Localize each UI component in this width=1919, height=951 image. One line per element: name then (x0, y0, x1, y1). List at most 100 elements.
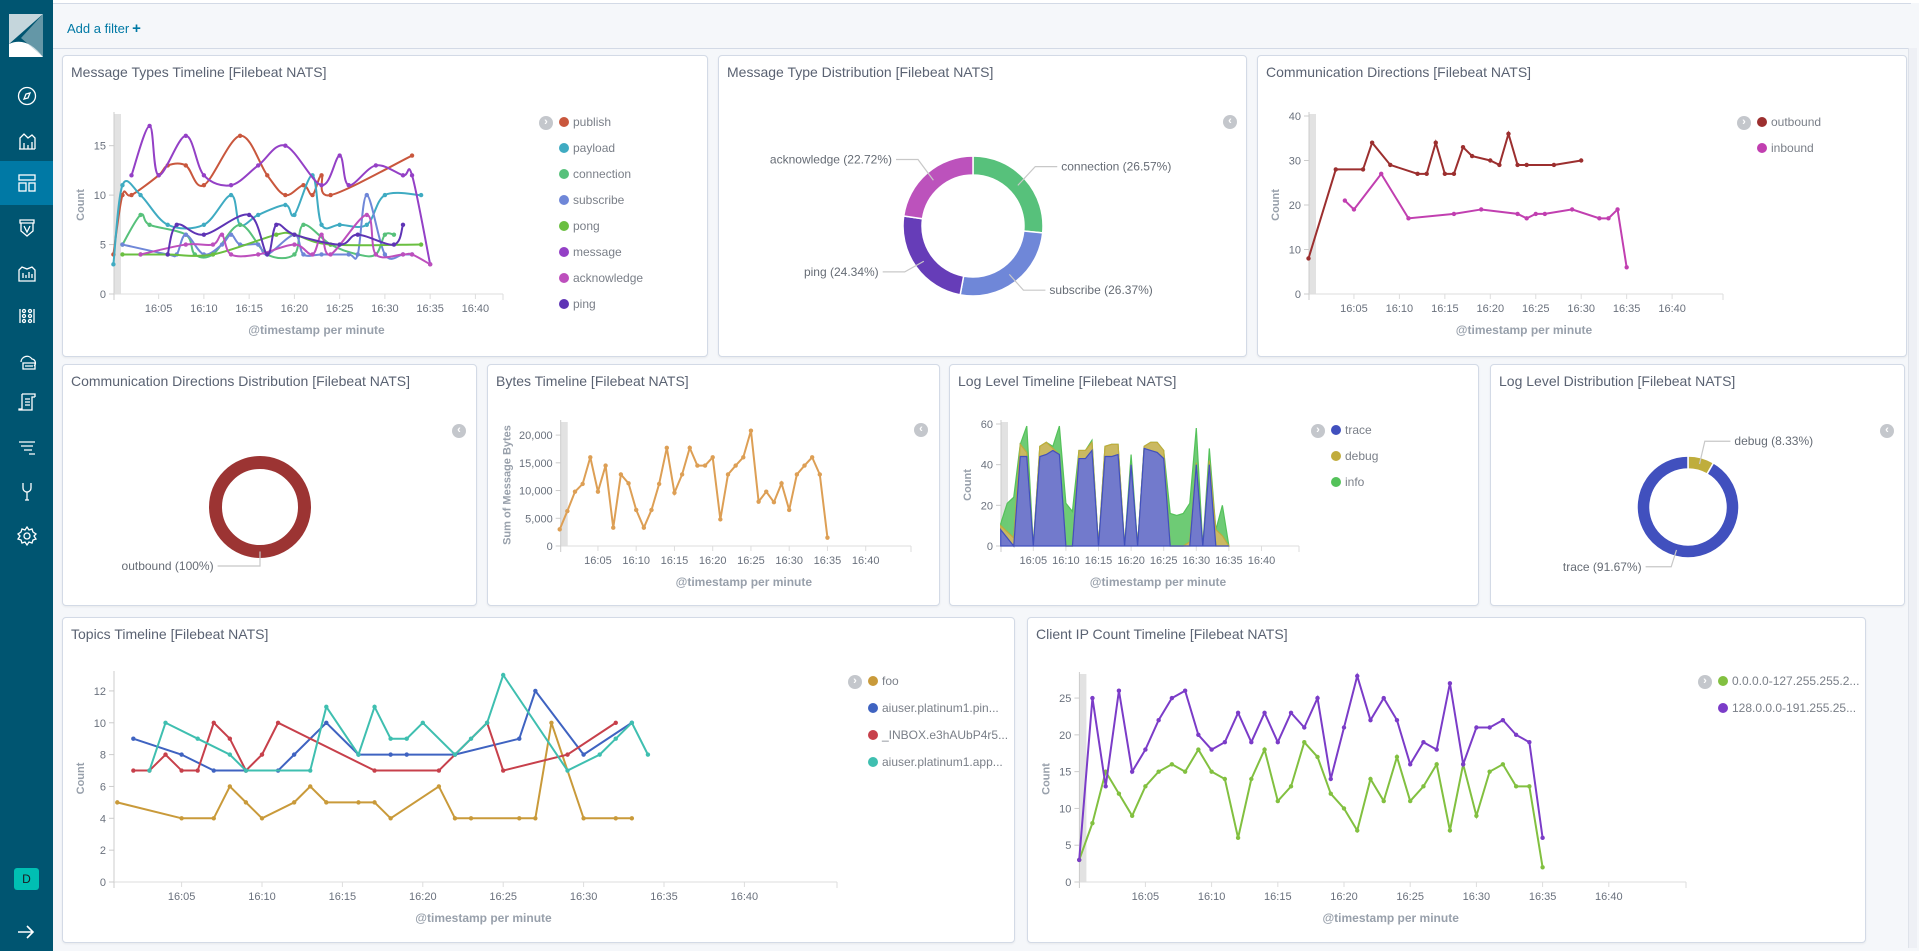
data-point[interactable] (129, 173, 134, 178)
data-point[interactable] (356, 800, 361, 805)
legend-toggle-icon[interactable]: › (848, 675, 862, 689)
data-point[interactable] (292, 232, 297, 237)
data-point[interactable] (1249, 740, 1254, 745)
data-point[interactable] (1341, 806, 1347, 811)
data-point[interactable] (147, 123, 152, 129)
data-point[interactable] (319, 252, 324, 257)
data-point[interactable] (634, 507, 639, 513)
data-point[interactable] (301, 183, 306, 188)
data-point[interactable] (138, 252, 143, 257)
data-point[interactable] (1540, 865, 1545, 870)
data-point[interactable] (237, 133, 243, 138)
data-point[interactable] (129, 192, 134, 198)
data-point[interactable] (310, 252, 315, 257)
legend-item-inbound[interactable]: inbound (1757, 141, 1814, 155)
data-point[interactable] (346, 252, 351, 257)
legend-item-publish[interactable]: publish (559, 115, 611, 129)
data-point[interactable] (120, 252, 125, 257)
data-point[interactable] (1615, 207, 1620, 212)
legend-item-inbox-e3haubp4r5[interactable]: _INBOX.e3hAUbP4r5... (868, 728, 1008, 742)
data-point[interactable] (580, 481, 585, 487)
data-point[interactable] (400, 252, 406, 257)
data-point[interactable] (1262, 747, 1267, 752)
data-point[interactable] (1474, 813, 1479, 818)
data-point[interactable] (1388, 162, 1393, 168)
sidebar-item-discover[interactable] (0, 74, 53, 118)
data-point[interactable] (1421, 784, 1426, 789)
data-point[interactable] (346, 183, 351, 188)
data-point[interactable] (1315, 754, 1320, 760)
legend-item-aiuser-platinum1-pin[interactable]: aiuser.platinum1.pin... (868, 701, 999, 715)
data-point[interactable] (1597, 216, 1602, 221)
data-point[interactable] (111, 262, 116, 267)
donut-slice[interactable] (959, 230, 1044, 297)
data-point[interactable] (664, 445, 669, 451)
data-point[interactable] (364, 222, 369, 227)
data-point[interactable] (748, 428, 754, 433)
data-point[interactable] (1381, 798, 1386, 804)
data-point[interactable] (210, 252, 216, 257)
data-point[interactable] (1262, 710, 1267, 715)
donut-slice[interactable] (1636, 455, 1740, 559)
data-point[interactable] (400, 222, 406, 227)
data-point[interactable] (372, 800, 377, 805)
legend-toggle-icon[interactable]: › (1311, 424, 1325, 438)
data-point[interactable] (1341, 725, 1347, 730)
data-point[interactable] (201, 232, 207, 237)
data-point[interactable] (228, 183, 234, 188)
data-point[interactable] (1497, 162, 1502, 168)
data-point[interactable] (246, 212, 252, 218)
data-point[interactable] (210, 242, 216, 247)
data-point[interactable] (1500, 717, 1506, 723)
data-point[interactable] (404, 736, 409, 741)
data-point[interactable] (501, 672, 506, 678)
data-point[interactable] (1302, 725, 1307, 730)
data-point[interactable] (328, 252, 333, 257)
data-point[interactable] (1182, 769, 1188, 774)
data-point[interactable] (147, 222, 152, 227)
data-point[interactable] (274, 232, 279, 237)
data-point[interactable] (629, 720, 635, 725)
data-point[interactable] (256, 212, 261, 218)
data-point[interactable] (211, 720, 216, 725)
data-point[interactable] (1222, 776, 1228, 782)
data-point[interactable] (817, 472, 822, 477)
legend-toggle-icon[interactable]: ‹ (452, 424, 466, 438)
data-point[interactable] (388, 816, 393, 821)
data-point[interactable] (310, 192, 315, 198)
data-point[interactable] (211, 768, 216, 773)
data-point[interactable] (549, 720, 554, 725)
data-point[interactable] (588, 455, 593, 460)
data-point[interactable] (718, 517, 723, 522)
sidebar-item-canvas[interactable] (0, 251, 53, 295)
data-point[interactable] (1360, 167, 1366, 172)
data-point[interactable] (1351, 207, 1357, 212)
data-point[interactable] (1434, 762, 1439, 767)
data-point[interactable] (771, 499, 777, 505)
data-point[interactable] (228, 192, 234, 198)
data-point[interactable] (201, 173, 207, 178)
legend-item-info[interactable]: info (1331, 475, 1364, 489)
data-point[interactable] (565, 752, 570, 757)
data-point[interactable] (400, 173, 406, 178)
data-point[interactable] (436, 768, 442, 773)
sidebar-item-apm[interactable] (0, 425, 53, 469)
data-point[interactable] (1447, 681, 1453, 686)
data-point[interactable] (115, 800, 120, 805)
data-point[interactable] (1442, 171, 1448, 177)
legend-item-message[interactable]: message (559, 245, 622, 259)
data-point[interactable] (138, 192, 143, 198)
data-point[interactable] (565, 508, 570, 514)
data-point[interactable] (183, 133, 188, 138)
data-point[interactable] (1342, 198, 1348, 203)
legend-item-0-0-0-0-127-255-255-2[interactable]: 0.0.0.0-127.255.255.2... (1718, 674, 1859, 688)
data-point[interactable] (595, 489, 601, 494)
data-point[interactable] (227, 736, 233, 741)
legend-item-aiuser-platinum1-app[interactable]: aiuser.platinum1.app... (868, 755, 1003, 769)
data-point[interactable] (1408, 798, 1413, 804)
area-trace[interactable] (1000, 447, 1229, 548)
data-point[interactable] (355, 252, 360, 257)
data-point[interactable] (1355, 828, 1360, 833)
data-point[interactable] (243, 768, 249, 773)
data-point[interactable] (517, 816, 522, 821)
